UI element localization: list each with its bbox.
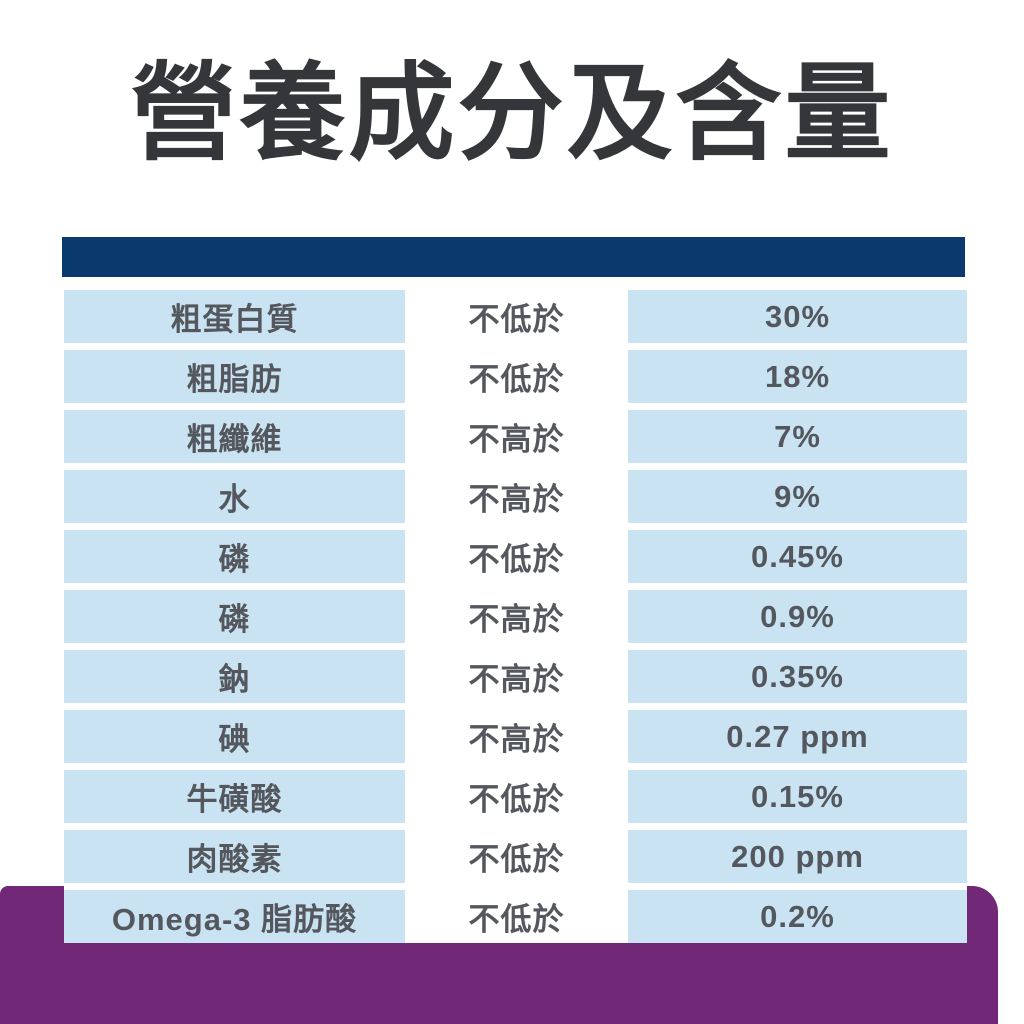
- condition-text: 不低於: [405, 890, 628, 943]
- nutrient-value: 0.9%: [628, 590, 967, 643]
- table-row: 牛磺酸 不低於 0.15%: [64, 770, 967, 823]
- nutrient-value: 0.27 ppm: [628, 710, 967, 763]
- nutrient-name: 碘: [64, 710, 405, 763]
- nutrient-name: 磷: [64, 590, 405, 643]
- table-row: 磷 不高於 0.9%: [64, 590, 967, 643]
- condition-text: 不低於: [405, 530, 628, 583]
- nutrient-value: 18%: [628, 350, 967, 403]
- nutrient-value: 0.45%: [628, 530, 967, 583]
- condition-text: 不低於: [405, 830, 628, 883]
- nutrient-name: 牛磺酸: [64, 770, 405, 823]
- nutrient-value: 9%: [628, 470, 967, 523]
- nutrient-name: 粗脂肪: [64, 350, 405, 403]
- nutrient-value: 0.2%: [628, 890, 967, 943]
- condition-text: 不高於: [405, 590, 628, 643]
- nutrient-name: 磷: [64, 530, 405, 583]
- nutrient-name: 鈉: [64, 650, 405, 703]
- table-row: 粗纖維 不高於 7%: [64, 410, 967, 463]
- condition-text: 不高於: [405, 650, 628, 703]
- condition-text: 不低於: [405, 290, 628, 343]
- nutrient-name: 肉酸素: [64, 830, 405, 883]
- nutrient-value: 30%: [628, 290, 967, 343]
- table-row: 磷 不低於 0.45%: [64, 530, 967, 583]
- nutrient-name: 水: [64, 470, 405, 523]
- nutrient-value: 0.35%: [628, 650, 967, 703]
- table-row: 粗脂肪 不低於 18%: [64, 350, 967, 403]
- condition-text: 不高於: [405, 710, 628, 763]
- nutrient-value: 7%: [628, 410, 967, 463]
- page-title: 營養成分及含量: [130, 55, 894, 173]
- table-row: 肉酸素 不低於 200 ppm: [64, 830, 967, 883]
- condition-text: 不高於: [405, 410, 628, 463]
- table-header-bar: [62, 237, 965, 277]
- table-row: 粗蛋白質 不低於 30%: [64, 290, 967, 343]
- table-row: 碘 不高於 0.27 ppm: [64, 710, 967, 763]
- condition-text: 不高於: [405, 470, 628, 523]
- nutrient-name: 粗纖維: [64, 410, 405, 463]
- condition-text: 不低於: [405, 350, 628, 403]
- table-row: 水 不高於 9%: [64, 470, 967, 523]
- table-row: Omega-3 脂肪酸 不低於 0.2%: [64, 890, 967, 943]
- nutrient-value: 200 ppm: [628, 830, 967, 883]
- nutrient-name: 粗蛋白質: [64, 290, 405, 343]
- condition-text: 不低於: [405, 770, 628, 823]
- table-row: 鈉 不高於 0.35%: [64, 650, 967, 703]
- nutrient-value: 0.15%: [628, 770, 967, 823]
- nutrient-name: Omega-3 脂肪酸: [64, 890, 405, 943]
- nutrition-table: 粗蛋白質 不低於 30% 粗脂肪 不低於 18% 粗纖維 不高於 7% 水 不高…: [64, 290, 967, 943]
